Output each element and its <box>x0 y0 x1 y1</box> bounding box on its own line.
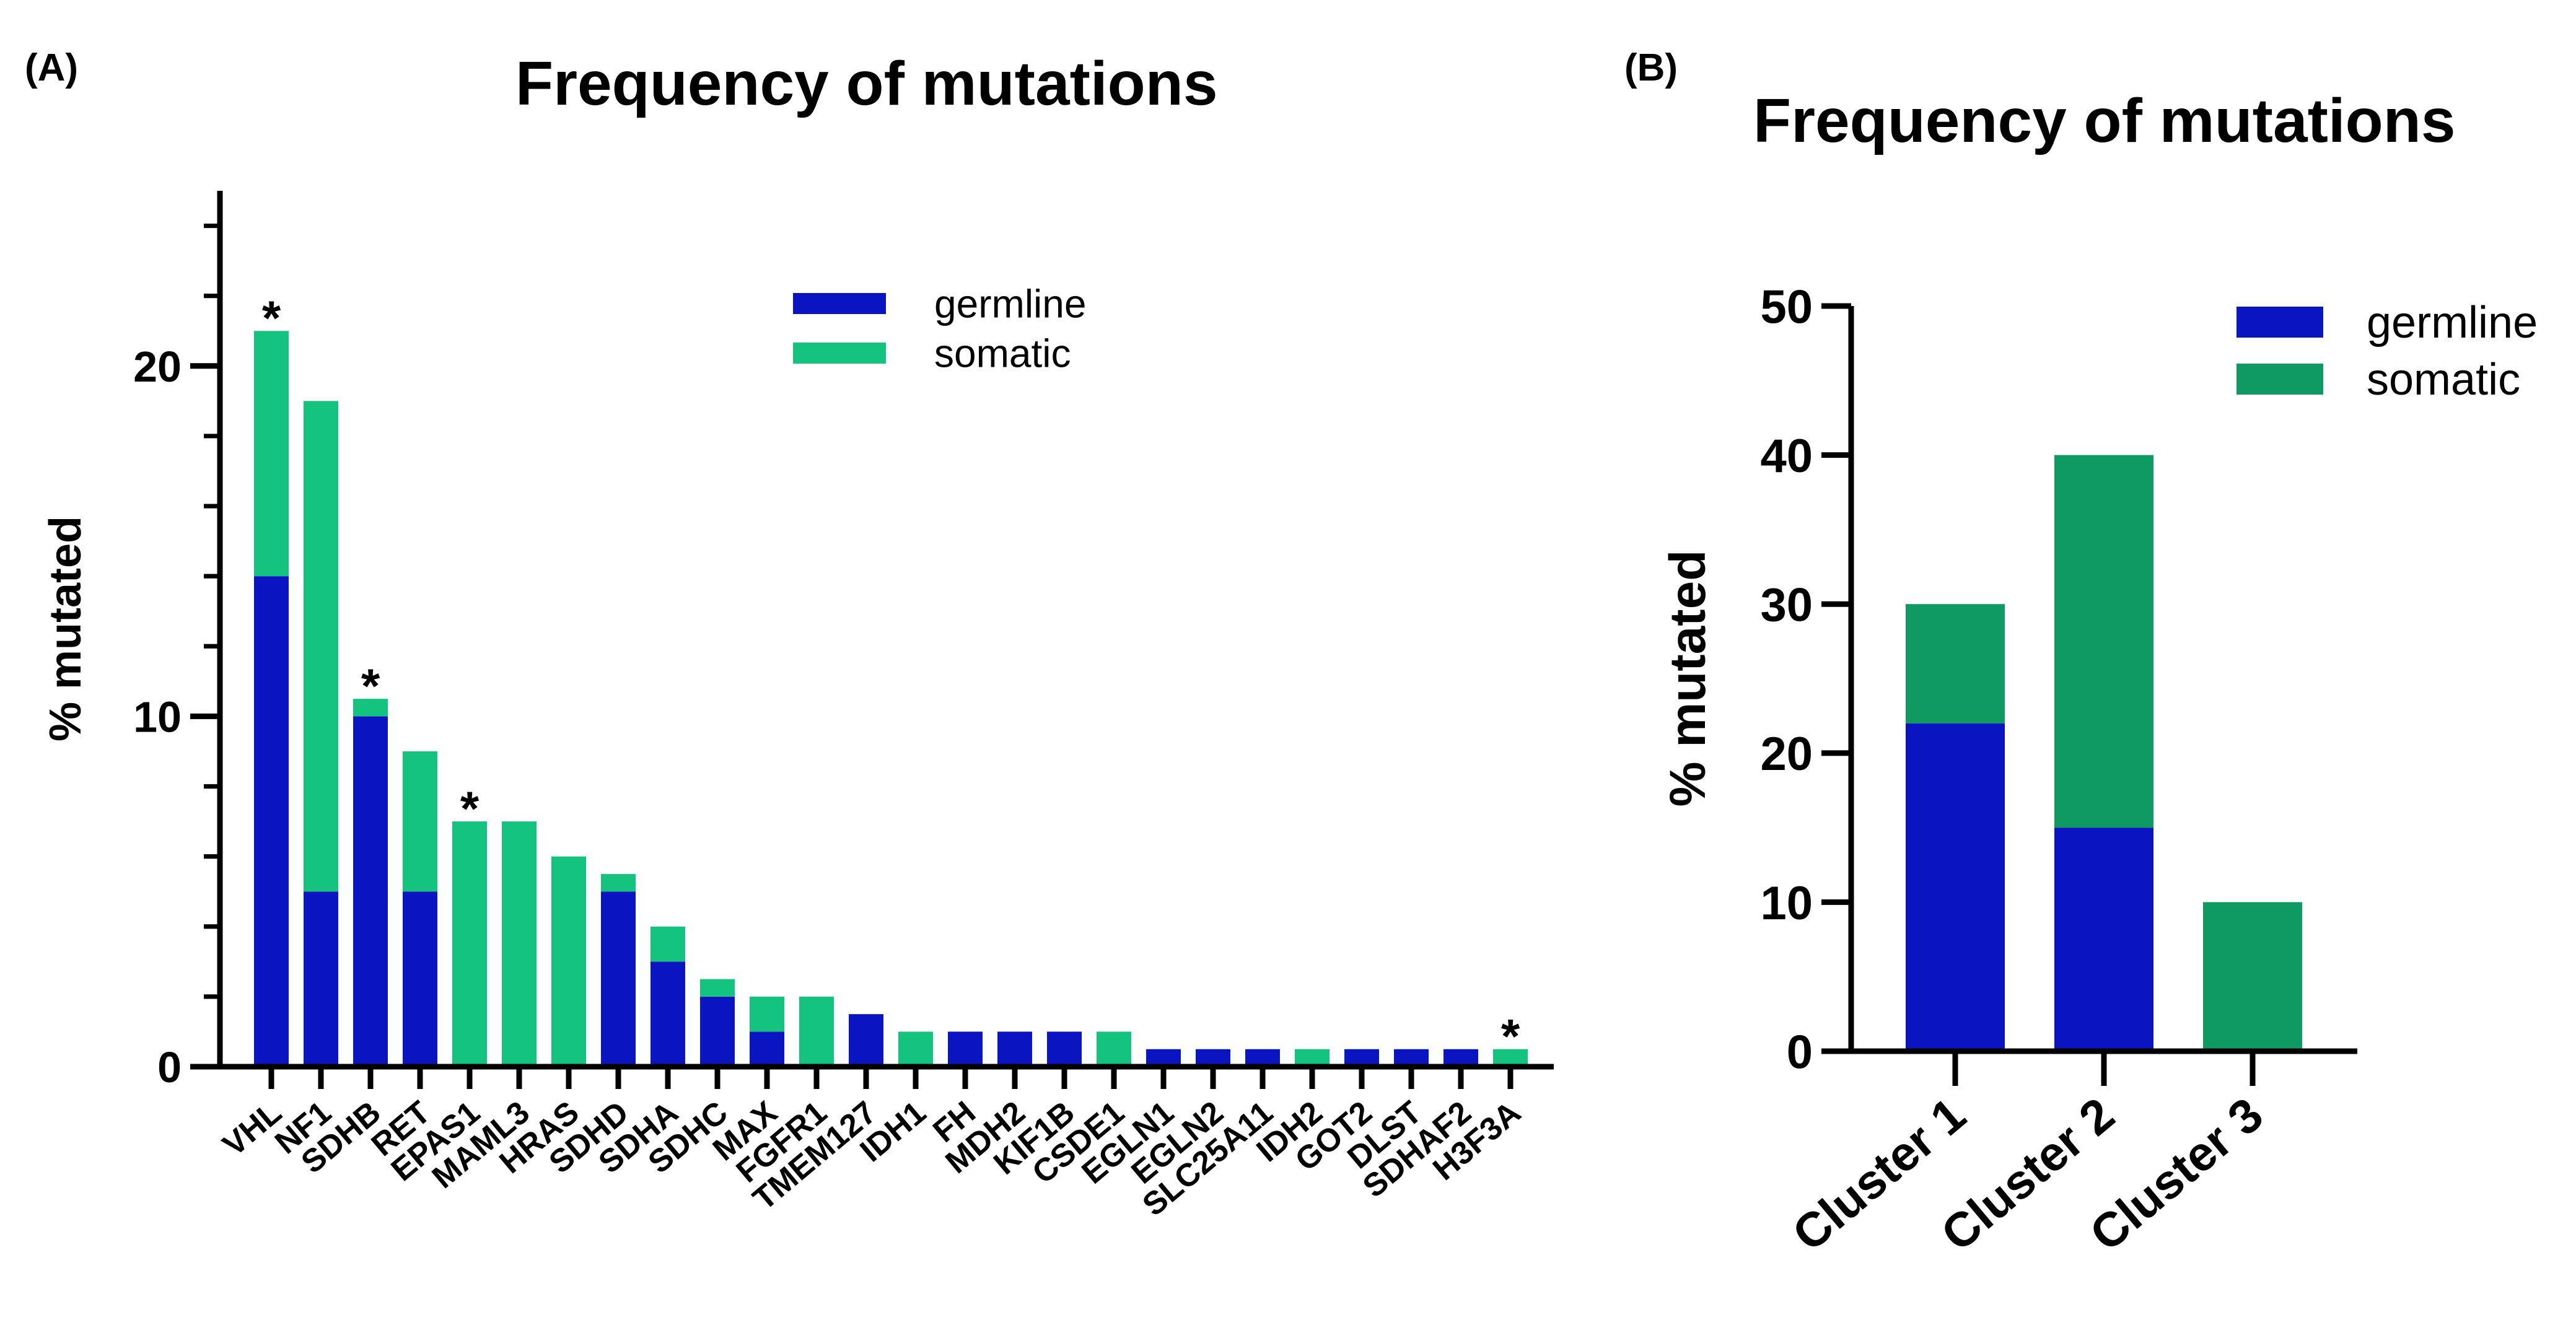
y-axis-label: % mutated <box>1660 550 1716 807</box>
y-tick-label: 0 <box>1787 1026 1813 1078</box>
bar-germline-max <box>750 1031 784 1067</box>
bar-somatic-h3f3a <box>1493 1049 1528 1067</box>
significance-marker: * <box>1501 1009 1520 1064</box>
significance-marker: * <box>361 658 380 713</box>
legend-swatch-somatic <box>2236 364 2323 395</box>
y-tick-label: 10 <box>1760 877 1813 930</box>
bar-germline-egln2 <box>1196 1049 1230 1067</box>
bar-germline-cluster-2 <box>2054 828 2153 1051</box>
legend-label-somatic: somatic <box>934 331 1071 375</box>
bar-germline-got2 <box>1344 1049 1379 1067</box>
bar-germline-sdhaf2 <box>1444 1049 1478 1067</box>
bar-germline-fh <box>948 1031 983 1067</box>
bar-germline-sdhb <box>353 716 388 1067</box>
bar-somatic-epas1 <box>452 821 487 1067</box>
bar-somatic-idh2 <box>1295 1049 1330 1067</box>
bar-somatic-nf1 <box>304 401 338 892</box>
bar-somatic-sdhb <box>353 699 388 717</box>
bar-germline-ret <box>403 891 437 1067</box>
bar-germline-mdh2 <box>997 1031 1032 1067</box>
bar-somatic-vhl <box>254 331 289 577</box>
bar-somatic-cluster-3 <box>2203 902 2302 1051</box>
bar-germline-nf1 <box>304 891 338 1067</box>
y-tick-label: 20 <box>133 343 182 391</box>
bar-somatic-ret <box>403 751 437 892</box>
bar-germline-slc25a11 <box>1245 1049 1280 1067</box>
bar-germline-egln1 <box>1146 1049 1181 1067</box>
bar-somatic-cluster-2 <box>2054 455 2153 828</box>
bar-germline-dlst <box>1394 1049 1429 1067</box>
y-axis-label: % mutated <box>41 516 90 741</box>
bar-germline-vhl <box>254 576 289 1067</box>
legend-swatch-germline <box>793 293 886 314</box>
bar-somatic-idh1 <box>898 1031 933 1067</box>
bar-germline-tmem127 <box>849 1014 883 1067</box>
legend-swatch-germline <box>2236 307 2323 338</box>
panel-label-a: (A) <box>25 46 79 89</box>
bar-somatic-sdhc <box>700 979 735 997</box>
y-tick-label: 0 <box>157 1043 182 1091</box>
bar-somatic-sdha <box>651 926 685 962</box>
bar-somatic-cluster-1 <box>1906 604 2005 724</box>
significance-marker: * <box>460 781 480 836</box>
y-tick-label: 30 <box>1760 579 1813 632</box>
bar-somatic-hras <box>551 856 586 1067</box>
y-tick-label: 40 <box>1760 430 1813 483</box>
legend-label-germline: germline <box>2367 298 2538 348</box>
panel-label-b: (B) <box>1624 46 1678 89</box>
legend-label-germline: germline <box>934 281 1086 326</box>
significance-marker: * <box>262 291 281 345</box>
legend-swatch-somatic <box>793 343 886 364</box>
y-tick-label: 10 <box>133 693 182 741</box>
bar-germline-sdhc <box>700 996 735 1067</box>
bar-somatic-max <box>750 996 784 1032</box>
bar-germline-sdhd <box>601 891 636 1067</box>
legend-label-somatic: somatic <box>2367 355 2520 404</box>
bar-somatic-fgfr1 <box>799 996 834 1067</box>
bar-somatic-csde1 <box>1097 1031 1131 1067</box>
bar-germline-kif1b <box>1047 1031 1082 1067</box>
y-tick-label: 20 <box>1760 728 1813 781</box>
chart-title-a: Frequency of mutations <box>515 49 1218 118</box>
bar-somatic-sdhd <box>601 873 636 892</box>
bar-somatic-maml3 <box>502 821 537 1067</box>
bar-germline-cluster-1 <box>1906 723 2005 1051</box>
bar-germline-sdha <box>651 961 685 1067</box>
chart-title-b: Frequency of mutations <box>1753 86 2456 155</box>
y-tick-label: 50 <box>1760 281 1813 333</box>
